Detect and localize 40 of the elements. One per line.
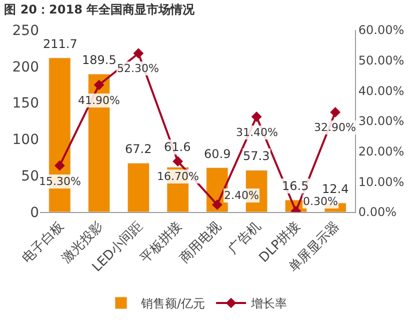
data-label: 16.70% (157, 170, 199, 183)
y-tick-label: 50 (21, 168, 39, 184)
y-tick-label: 250 (12, 22, 39, 39)
data-label: 61.6 (164, 140, 191, 154)
y2-tick-label: 50.00% (358, 54, 404, 68)
point (133, 48, 144, 59)
legend-label: 销售额/亿元 (140, 296, 206, 311)
data-label: 52.30% (117, 62, 159, 75)
y-tick-label: 150 (12, 96, 39, 112)
y2-tick-label: 0.00% (358, 205, 397, 220)
data-label: 189.5 (82, 53, 116, 67)
point (330, 107, 341, 118)
y-tick-label: 100 (12, 132, 39, 148)
data-label: 31.40% (236, 126, 278, 139)
point (251, 112, 262, 122)
point (212, 200, 222, 210)
data-label: 15.30% (39, 175, 81, 188)
point (172, 156, 184, 167)
point (94, 80, 104, 90)
y2-tick-label: 30.00% (358, 114, 404, 128)
data-label: 211.7 (43, 37, 78, 51)
legend-label: 增长率 (250, 296, 288, 311)
data-label: 67.2 (125, 142, 152, 156)
y2-tick-label: 20.00% (358, 144, 404, 159)
y2-tick-label: 40.00% (358, 84, 404, 98)
data-label: 0.30% (303, 195, 338, 208)
data-label: 12.4 (322, 182, 349, 196)
data-label: 32.90% (314, 121, 356, 134)
chart-title: 图 20：2018 年全国商显市场情况 (4, 2, 196, 16)
data-label: 60.9 (204, 147, 231, 161)
y-tick-label: 0 (30, 204, 39, 221)
data-label: 2.40% (224, 189, 259, 202)
data-label: 41.90% (78, 94, 120, 107)
bar (127, 162, 150, 212)
data-label: 16.5 (282, 179, 309, 193)
y-tick-label: 200 (12, 59, 39, 76)
data-label: 57.3 (243, 149, 270, 163)
y2-tick-label: 10.00% (358, 174, 404, 189)
point (54, 160, 65, 171)
y2-tick-label: 60.00% (358, 23, 404, 38)
